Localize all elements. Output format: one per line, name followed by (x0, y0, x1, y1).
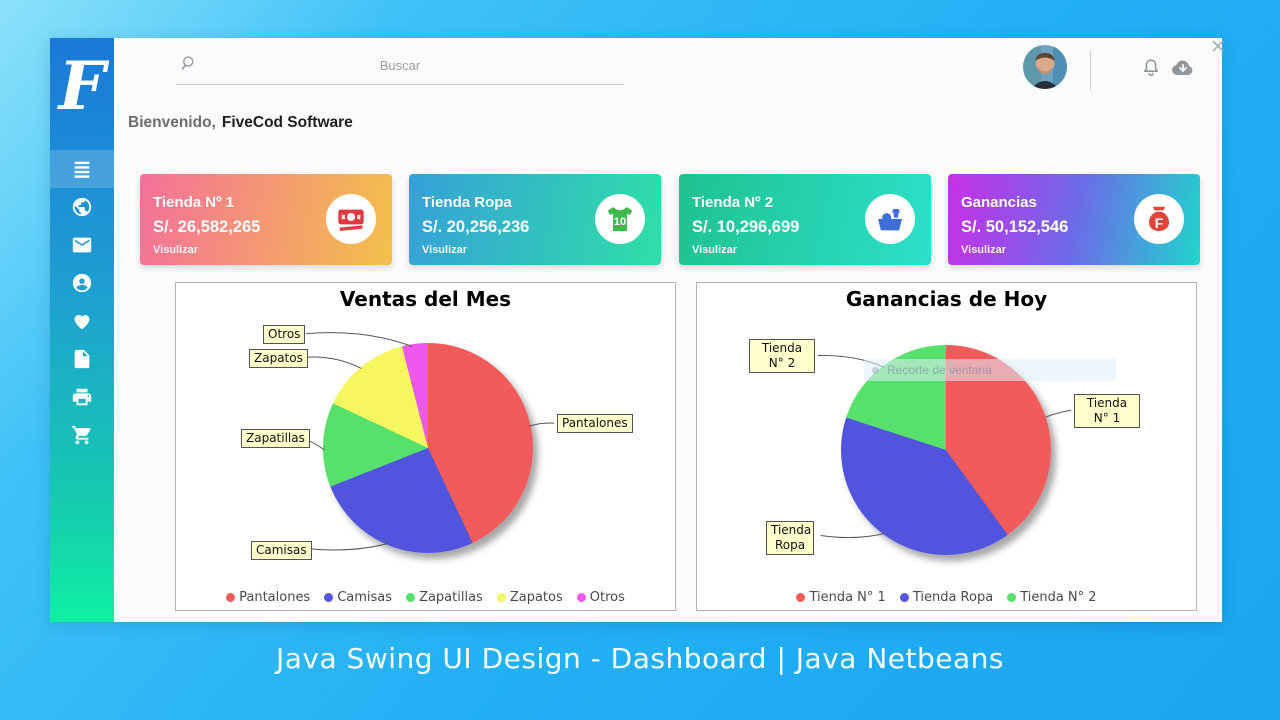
stat-cards-row: Tienda Nº 1 S/. 26,582,265 Visulizar Tie… (114, 174, 1222, 265)
card-title: Tienda Nº 1 (153, 194, 235, 211)
legend-dot (496, 593, 506, 602)
sidebar-item-cart[interactable] (50, 416, 114, 454)
legend-dot (576, 593, 586, 602)
banknote-icon (338, 209, 364, 231)
sidebar-item-favorites[interactable] (50, 302, 114, 340)
greeting-prefix: Bienvenido, (128, 114, 216, 131)
card-value: S/. 10,296,699 (692, 218, 800, 236)
legend-item: Tienda N° 2 (1007, 590, 1097, 605)
card-value: S/. 20,256,236 (422, 218, 530, 236)
video-caption: Java Swing UI Design - Dashboard | Java … (276, 642, 1004, 675)
legend-dot (226, 593, 236, 602)
notifications-bell-icon[interactable] (1140, 57, 1162, 79)
sidebar: F (50, 38, 114, 622)
greeting: Bienvenido, FiveCod Software (128, 114, 353, 132)
card-tienda-2[interactable]: Tienda Nº 2 S/. 10,296,699 Visulizar (679, 174, 931, 265)
pie-label-zapatos: Zapatos (249, 349, 308, 368)
card-ganancias[interactable]: Ganancias S/. 50,152,546 Visulizar F (948, 174, 1200, 265)
sidebar-item-account[interactable] (50, 264, 114, 302)
legend-dot (406, 593, 416, 602)
menu-icon (74, 161, 90, 178)
card-title: Tienda Nº 2 (692, 194, 774, 211)
chart-legend: Pantalones Camisas Zapatillas Zapatos Ot… (176, 590, 675, 605)
pie-label-tienda-1: Tienda N° 1 (1074, 394, 1140, 428)
money-bag-icon (1149, 206, 1169, 231)
tshirt-icon (607, 207, 633, 231)
search-input[interactable] (176, 46, 624, 85)
legend-item: Zapatos (496, 590, 563, 605)
pie-label-otros: Otros (263, 325, 306, 344)
legend-item: Zapatillas (406, 590, 483, 605)
card-visualize-link[interactable]: Visulizar (422, 244, 468, 256)
sidebar-item-mail[interactable] (50, 226, 114, 264)
card-title: Tienda Ropa (422, 194, 512, 211)
mail-icon (72, 237, 92, 253)
chart-title: Ganancias de Hoy (845, 287, 1048, 311)
topbar-divider (1090, 50, 1091, 90)
legend-dot (796, 593, 806, 602)
card-icon-circle (326, 194, 376, 244)
pie-label-tienda-2: Tienda N° 2 (749, 339, 815, 373)
legend-label: Otros (589, 590, 625, 605)
legend-label: Camisas (337, 590, 393, 605)
main-content: ✕ Bienvenido, FiveCod Software Tienda Nº… (114, 36, 1226, 622)
card-visualize-link[interactable]: Visulizar (961, 244, 1007, 256)
card-value: S/. 26,582,265 (153, 218, 261, 236)
snip-overlay-text: Recorte de ventana (887, 363, 992, 377)
globe-icon (72, 197, 92, 217)
app-window: F (50, 36, 1226, 622)
pie-label-zapatillas: Zapatillas (241, 429, 310, 448)
legend-item: Otros (576, 590, 625, 605)
heart-icon (74, 315, 90, 330)
card-tienda-ropa[interactable]: Tienda Ropa S/. 20,256,236 Visulizar 10 (409, 174, 661, 265)
greeting-username: FiveCod Software (221, 114, 353, 131)
card-icon-circle (865, 194, 915, 244)
cloud-download-icon[interactable] (1170, 56, 1196, 80)
card-tienda-1[interactable]: Tienda Nº 1 S/. 26,582,265 Visulizar (140, 174, 392, 265)
chart-panel-ventas: Ventas del Mes Otros Zapatos Zapatillas … (175, 282, 676, 611)
legend-item: Tienda Ropa (899, 590, 994, 605)
sidebar-nav (50, 150, 114, 454)
cart-icon (71, 425, 91, 445)
window-close-button[interactable]: ✕ (1210, 36, 1226, 58)
pie-label-tienda-ropa: Tienda Ropa (766, 521, 814, 555)
pie-chart-ventas (323, 343, 533, 553)
legend-item: Tienda N° 1 (796, 590, 886, 605)
avatar-photo (1023, 45, 1067, 89)
legend-item: Camisas (324, 590, 392, 605)
legend-label: Zapatillas (419, 590, 483, 605)
legend-label: Tienda Ropa (912, 590, 994, 605)
chart-title: Ventas del Mes (339, 287, 512, 311)
card-visualize-link[interactable]: Visulizar (153, 244, 199, 256)
legend-dot (1007, 593, 1017, 602)
legend-dot (899, 593, 909, 602)
legend-label: Zapatos (509, 590, 563, 605)
snip-dot-icon (872, 366, 879, 374)
user-avatar[interactable] (1023, 45, 1067, 89)
card-icon-circle: 10 (595, 194, 645, 244)
document-icon (74, 349, 90, 369)
sidebar-item-documents[interactable] (50, 340, 114, 378)
screen-snip-overlay: Recorte de ventana (864, 359, 1116, 381)
legend-dot (324, 593, 334, 602)
card-icon-circle: F (1134, 194, 1184, 244)
legend-item: Pantalones (226, 590, 310, 605)
chart-legend: Tienda N° 1 Tienda Ropa Tienda N° 2 (697, 590, 1196, 605)
pie-label-pantalones: Pantalones (557, 414, 633, 433)
app-logo: F (58, 47, 106, 125)
printer-icon (72, 388, 92, 406)
basket-icon (878, 209, 902, 231)
sidebar-item-globe[interactable] (50, 188, 114, 226)
pie-label-camisas: Camisas (251, 541, 312, 560)
legend-label: Tienda N° 1 (809, 590, 886, 605)
chart-panel-ganancias: Ganancias de Hoy Recorte de ventana Tien… (696, 282, 1197, 611)
legend-label: Pantalones (239, 590, 311, 605)
sidebar-item-print[interactable] (50, 378, 114, 416)
card-value: S/. 50,152,546 (961, 218, 1069, 236)
sidebar-item-menu[interactable] (50, 150, 114, 188)
legend-label: Tienda N° 2 (1020, 590, 1097, 605)
card-title: Ganancias (961, 194, 1037, 211)
card-visualize-link[interactable]: Visulizar (692, 244, 738, 256)
account-icon (72, 273, 92, 293)
